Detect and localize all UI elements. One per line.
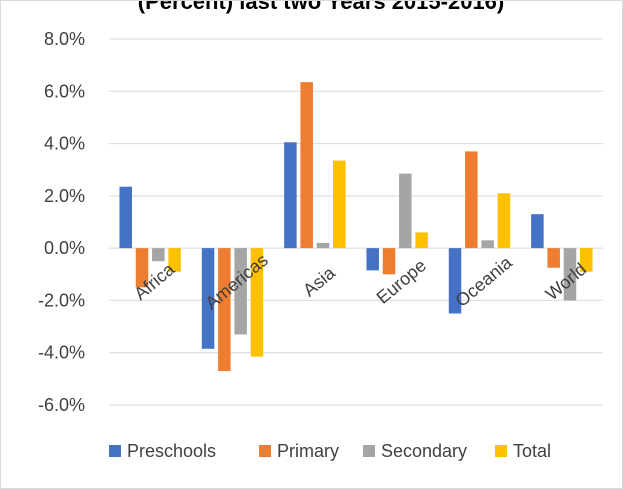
- bar-preschools-world: [531, 214, 544, 249]
- bar-primary-americas: [218, 248, 231, 372]
- bar-total-americas: [250, 248, 264, 357]
- legend-label-primary: Primary: [277, 441, 339, 461]
- y-tick-label: -2.0%: [38, 290, 85, 310]
- legend-label-secondary: Secondary: [381, 441, 467, 461]
- bar-secondary-americas: [234, 248, 247, 335]
- bar-preschools-asia: [284, 142, 297, 249]
- y-tick-label: 0.0%: [44, 238, 85, 258]
- bar-primary-oceania: [465, 151, 478, 249]
- bar-preschools-europe: [366, 248, 379, 271]
- x-category-label: Asia: [299, 262, 339, 300]
- bar-secondary-asia: [316, 242, 330, 249]
- bar-secondary-africa: [152, 248, 165, 262]
- bar-total-world: [580, 248, 593, 272]
- legend-swatch-secondary: [363, 445, 375, 457]
- bar-secondary-europe: [399, 173, 412, 249]
- y-tick-label: -4.0%: [38, 343, 85, 363]
- y-tick-label: 2.0%: [44, 186, 85, 206]
- bar-total-africa: [168, 248, 181, 272]
- bar-preschools-americas: [201, 248, 215, 349]
- y-tick-label: -6.0%: [38, 395, 85, 415]
- chart-title: (Percent) last two Years 2015-2016): [138, 1, 504, 14]
- bar-primary-africa: [135, 248, 149, 288]
- y-tick-label: 6.0%: [44, 81, 85, 101]
- legend-label-preschools: Preschools: [127, 441, 216, 461]
- legend-label-total: Total: [513, 441, 551, 461]
- y-tick-label: 4.0%: [44, 134, 85, 154]
- bar-primary-asia: [300, 82, 313, 249]
- bar-primary-europe: [382, 248, 396, 275]
- bar-total-europe: [415, 232, 428, 249]
- bar-total-asia: [333, 160, 346, 249]
- legend-swatch-preschools: [109, 445, 121, 457]
- legend-swatch-primary: [259, 445, 271, 457]
- bar-total-oceania: [497, 193, 511, 249]
- y-tick-label: 8.0%: [44, 29, 85, 49]
- legend-swatch-total: [495, 445, 507, 457]
- bar-preschools-oceania: [448, 248, 462, 314]
- bar-secondary-world: [563, 248, 577, 301]
- bar-primary-world: [547, 248, 560, 268]
- bar-secondary-oceania: [481, 240, 494, 249]
- bar-preschools-africa: [119, 186, 132, 249]
